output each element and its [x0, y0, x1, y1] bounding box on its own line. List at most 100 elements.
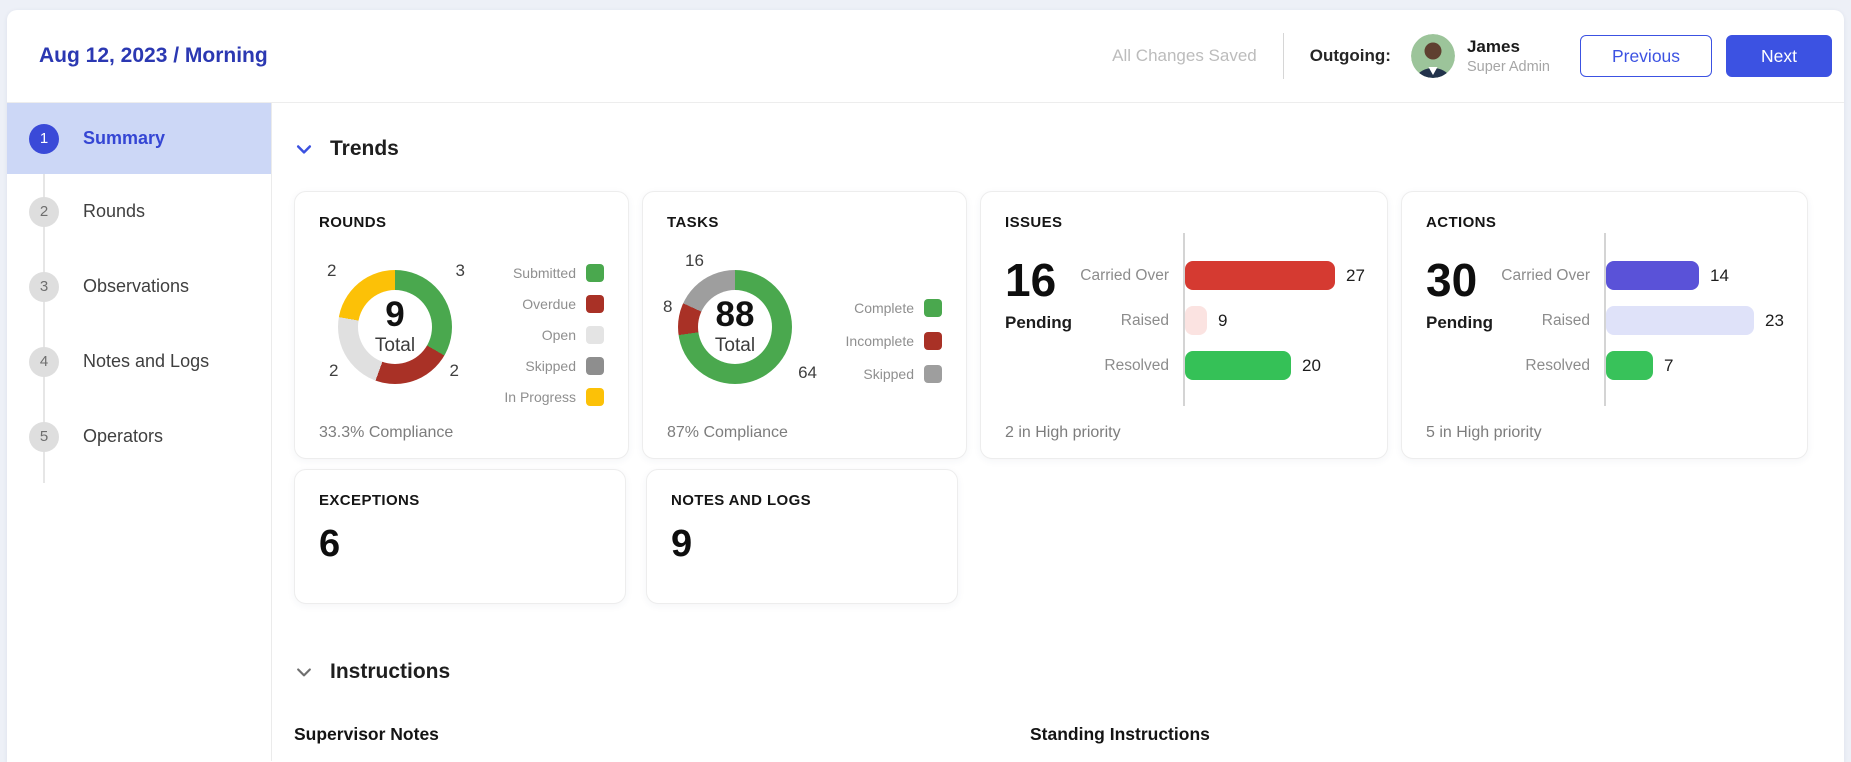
card-title: ISSUES — [1005, 214, 1063, 231]
sidebar-item-observations[interactable]: 3 Observations — [7, 249, 271, 324]
sidebar-item-rounds[interactable]: 2 Rounds — [7, 174, 271, 249]
legend-item: Open — [542, 319, 604, 350]
bar-value: 23 — [1765, 310, 1784, 330]
avatar[interactable] — [1410, 34, 1455, 78]
legend-item: Skipped — [863, 357, 942, 390]
standing-instructions-column: Standing Instructions — [1030, 724, 1210, 745]
sidebar-item-label: Notes and Logs — [83, 351, 210, 371]
pending-label: Pending — [1426, 313, 1494, 332]
pending-block: 30 Pending — [1426, 257, 1508, 406]
sidebar-item-notes-and-logs[interactable]: 4 Notes and Logs — [7, 324, 271, 399]
bar-row: 27 — [1185, 253, 1365, 298]
legend-swatch — [924, 364, 942, 383]
step-number-badge: 5 — [29, 421, 59, 452]
supervisor-notes-heading: Supervisor Notes — [294, 724, 439, 744]
donut-ring: 88 Total — [678, 270, 792, 384]
bar-label: Carried Over — [1501, 266, 1590, 284]
bar-value: 14 — [1710, 265, 1729, 285]
donut-center: 88 Total — [698, 290, 772, 364]
donut-segment-value: 2 — [327, 261, 337, 280]
supervisor-notes-column: Supervisor Notes — [294, 724, 1030, 745]
stat-cards-row: EXCEPTIONS 6 NOTES AND LOGS 9 — [294, 469, 1844, 604]
legend-label: Incomplete — [845, 332, 914, 349]
bar-value: 20 — [1302, 355, 1321, 375]
tasks-donut-chart: 88 Total 16 8 64 — [663, 245, 819, 403]
user-name: James — [1466, 37, 1520, 57]
user-role: Super Admin — [1466, 58, 1550, 75]
bar-row: 14 — [1606, 253, 1784, 298]
sidebar-item-label: Observations — [83, 276, 190, 296]
legend-item: Overdue — [522, 288, 604, 319]
pending-label: Pending — [1005, 313, 1073, 332]
save-status-text: All Changes Saved — [1112, 46, 1257, 65]
bar-label: Carried Over — [1080, 266, 1169, 284]
legend-label: Open — [541, 326, 576, 343]
next-button[interactable]: Next — [1726, 35, 1832, 77]
legend-item: In Progress — [504, 381, 604, 412]
rounds-legend: Submitted Overdue Open Skipped In Progress — [471, 257, 604, 412]
section-title: Trends — [330, 137, 399, 160]
bar — [1606, 261, 1699, 290]
instructions-section-toggle[interactable]: Instructions — [294, 660, 1844, 684]
bar — [1185, 261, 1335, 290]
issues-bar-labels: Carried Over Raised Resolved — [1080, 233, 1183, 406]
legend-swatch — [586, 294, 604, 313]
sidebar-steps: 1 Summary 2 Rounds 3 Observations 4 Note… — [7, 103, 272, 761]
exceptions-count: 6 — [319, 523, 341, 565]
issues-card: ISSUES 16 Pending Carried Over Raised Reso… — [980, 191, 1388, 459]
main-panel: Aug 12, 2023 / Morning All Changes Saved… — [7, 10, 1844, 762]
section-title: Instructions — [330, 660, 451, 683]
bar-label: Resolved — [1104, 356, 1169, 374]
step-number-badge: 4 — [29, 346, 59, 377]
high-priority-text: 2 in High priority — [1005, 424, 1121, 441]
bar — [1606, 351, 1653, 380]
pending-block: 16 Pending — [1005, 257, 1087, 406]
donut-segment-value: 2 — [329, 361, 339, 380]
donut-segment-value: 16 — [685, 251, 704, 270]
step-number-badge: 1 — [29, 123, 59, 154]
card-title: EXCEPTIONS — [319, 492, 420, 509]
legend-label: In Progress — [504, 388, 576, 405]
step-number-badge: 2 — [29, 196, 59, 227]
legend-label: Overdue — [522, 295, 576, 312]
sidebar-item-summary[interactable]: 1 Summary — [7, 103, 271, 174]
sidebar-item-operators[interactable]: 5 Operators — [7, 399, 271, 474]
bar-row: 7 — [1606, 343, 1784, 388]
tasks-card: TASKS 88 Total 16 8 64 Complete Incomplete S… — [642, 191, 967, 459]
user-block: James Super Admin — [1467, 36, 1550, 75]
trends-section-toggle[interactable]: Trends — [294, 137, 1844, 161]
notes-and-logs-card: NOTES AND LOGS 9 — [646, 469, 958, 604]
pending-count: 16 — [1005, 254, 1057, 306]
instructions-columns: Supervisor Notes Standing Instructions — [294, 724, 1844, 745]
legend-item: Complete — [854, 291, 942, 324]
previous-button[interactable]: Previous — [1580, 35, 1712, 77]
bar — [1606, 306, 1754, 335]
donut-total-value: 9 — [385, 295, 405, 334]
donut-segment-value: 2 — [449, 361, 459, 380]
actions-card: ACTIONS 30 Pending Carried Over Raised Res… — [1401, 191, 1808, 459]
donut-total-label: Total — [714, 335, 756, 356]
bar-label: Raised — [1541, 311, 1590, 329]
step-number-badge: 3 — [29, 271, 59, 302]
donut-segment-value: 8 — [663, 297, 673, 316]
donut-center: 9 Total — [358, 290, 432, 364]
donut-segment-value: 64 — [798, 363, 817, 382]
bar-value: 7 — [1664, 355, 1674, 375]
shift-direction-label: Outgoing: — [1309, 46, 1391, 65]
bar — [1185, 351, 1291, 380]
sidebar-item-label: Operators — [83, 426, 164, 446]
card-title: ACTIONS — [1426, 214, 1497, 231]
card-title: TASKS — [667, 214, 719, 231]
bar — [1185, 306, 1207, 335]
avatar-photo — [1410, 34, 1455, 78]
tasks-legend: Complete Incomplete Skipped — [819, 291, 942, 403]
legend-item: Incomplete — [846, 324, 942, 357]
actions-bar-labels: Carried Over Raised Resolved — [1501, 233, 1604, 406]
bar-row: 20 — [1185, 343, 1365, 388]
header-divider — [1282, 33, 1284, 79]
legend-swatch — [586, 325, 604, 344]
donut-total-label: Total — [374, 335, 416, 356]
exceptions-card: EXCEPTIONS 6 — [294, 469, 626, 604]
